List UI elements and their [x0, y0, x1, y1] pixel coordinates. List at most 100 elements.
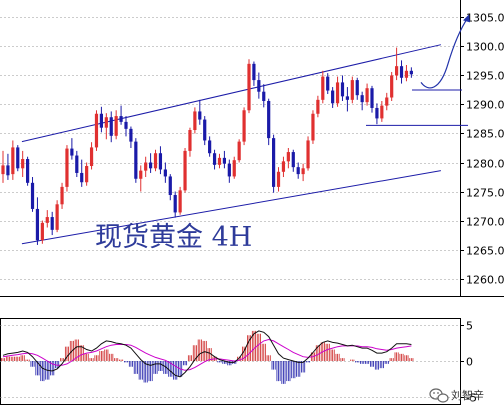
candle — [45, 210, 49, 228]
candle — [227, 159, 231, 183]
macd-lines — [2, 330, 412, 378]
histogram-bar — [20, 355, 25, 361]
candle — [316, 95, 320, 118]
histogram-bar — [153, 361, 158, 374]
histogram-bar — [301, 361, 306, 373]
candle-body — [104, 117, 108, 128]
histogram-bar — [10, 356, 15, 361]
histogram-bar — [281, 361, 286, 384]
macd-tick-label: -5 — [466, 392, 477, 405]
candle-body — [134, 141, 138, 179]
candle — [222, 150, 226, 169]
y-tick-label: 1300.0 — [466, 41, 504, 54]
candle-body — [124, 121, 128, 129]
candle-body — [65, 148, 69, 187]
candle — [404, 65, 409, 82]
candle-body — [267, 100, 271, 139]
histogram-bar — [409, 358, 414, 361]
histogram-bar — [109, 353, 114, 361]
candle — [296, 162, 300, 179]
candle-body — [80, 172, 84, 183]
candle — [134, 138, 138, 183]
candle-body — [193, 111, 197, 131]
candle — [183, 148, 187, 193]
macd-dif-line — [2, 330, 412, 378]
candle — [375, 103, 379, 125]
candle — [6, 153, 10, 180]
candle-body — [35, 208, 40, 241]
watermark: 刘智辛 — [429, 388, 484, 403]
price-y-axis: 1260.0 1265.0 1270.0 1275.0 1280.0 1285.0 1290… — [460, 12, 504, 287]
y-tick-label: 1290.0 — [466, 99, 504, 112]
candle — [272, 134, 276, 193]
macd-grid — [0, 325, 460, 398]
candle-body — [331, 90, 335, 104]
histogram-bar — [394, 352, 399, 361]
candle — [301, 163, 305, 182]
histogram-bar — [369, 361, 375, 367]
candlestick-series — [1, 47, 413, 245]
histogram-bar — [84, 353, 89, 361]
candle-body — [60, 186, 64, 205]
channel-lower-line — [21, 170, 441, 245]
candle-body — [40, 222, 44, 241]
candle — [30, 177, 35, 212]
y-tick-label: 1280.0 — [466, 158, 504, 171]
forecast-arrowhead — [463, 14, 470, 23]
candle — [326, 73, 330, 95]
price-panel-bg — [0, 0, 460, 296]
candle-body — [188, 130, 192, 151]
candle — [321, 70, 325, 104]
candle — [104, 113, 108, 140]
candle — [267, 98, 271, 146]
candle — [198, 99, 202, 125]
price-panel — [0, 0, 504, 297]
candle — [75, 150, 79, 178]
histogram-bar — [119, 359, 124, 361]
candle-body — [94, 113, 99, 148]
histogram-bar — [286, 361, 291, 382]
histogram-bar — [183, 361, 188, 366]
candle-body — [252, 63, 256, 81]
candle-body — [55, 204, 59, 230]
y-tick-label: 1305.0 — [466, 12, 504, 25]
histogram-bar — [384, 361, 389, 364]
candle-body — [365, 88, 369, 103]
candle-body — [286, 152, 290, 162]
candle — [360, 91, 364, 111]
candle-body — [1, 165, 5, 175]
histogram-bar — [330, 349, 335, 361]
candle-body — [380, 105, 384, 119]
candle — [114, 110, 118, 140]
candle — [26, 156, 30, 186]
candle-body — [212, 153, 217, 165]
candle-body — [16, 147, 20, 169]
candle-body — [375, 107, 379, 119]
macd-tick-label: 0 — [466, 356, 473, 369]
candle — [35, 197, 40, 245]
candle — [168, 174, 172, 201]
candle — [178, 186, 182, 215]
candle-body — [404, 70, 409, 78]
y-tick-label: 1285.0 — [466, 128, 504, 141]
histogram-bar — [291, 361, 296, 379]
histogram-bar — [389, 358, 394, 361]
candle — [306, 136, 310, 171]
candle-body — [306, 140, 310, 169]
candle — [203, 116, 207, 146]
histogram-bar — [404, 355, 409, 361]
histogram-bar — [340, 358, 345, 361]
candle-body — [114, 116, 118, 136]
candle-body — [281, 161, 286, 172]
candle-body — [153, 153, 158, 169]
histogram-bar — [138, 361, 143, 380]
candle-body — [11, 147, 15, 175]
histogram-bar — [124, 361, 128, 363]
candle-body — [183, 150, 187, 191]
candle-body — [237, 141, 241, 161]
candle-body — [85, 165, 89, 183]
candle-body — [178, 190, 182, 213]
histogram-bar — [256, 333, 261, 361]
histogram-bar — [335, 353, 340, 361]
